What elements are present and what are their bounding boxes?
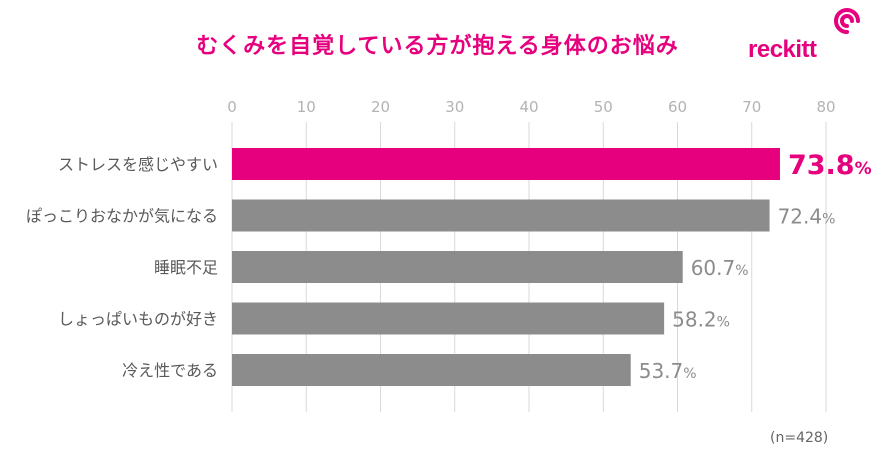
bar bbox=[232, 354, 631, 386]
bar bbox=[232, 148, 780, 180]
category-label: 冷え性である bbox=[122, 361, 218, 380]
bar bbox=[232, 199, 770, 232]
value-labels: 73.8% 72.4% 60.7% 58.2% 53.7% bbox=[639, 150, 872, 383]
x-tick-label: 50 bbox=[594, 98, 613, 116]
x-tick-label: 10 bbox=[297, 98, 316, 116]
x-tick-label: 20 bbox=[371, 98, 390, 116]
chart-title: むくみを自覚している方が抱える身体のお悩み bbox=[196, 34, 679, 59]
value-label: 53.7% bbox=[639, 359, 697, 383]
category-labels: ストレスを感じやすいぽっこりおなかが気になる睡眠不足しょっぱいものが好き冷え性で… bbox=[26, 155, 218, 380]
category-label: しょっぱいものが好き bbox=[58, 310, 218, 329]
value-label: 58.2% bbox=[672, 308, 730, 332]
category-label: ぽっこりおなかが気になる bbox=[26, 207, 218, 226]
x-tick-label: 0 bbox=[227, 98, 237, 116]
x-tick-label: 80 bbox=[816, 98, 835, 116]
value-label: 60.7% bbox=[691, 256, 749, 280]
bars bbox=[232, 148, 780, 386]
category-label: ストレスを感じやすい bbox=[58, 155, 218, 174]
category-label: 睡眠不足 bbox=[154, 258, 218, 277]
x-tick-label: 60 bbox=[668, 98, 687, 116]
value-label: 73.8% bbox=[788, 150, 872, 181]
x-tick-label: 30 bbox=[445, 98, 464, 116]
sample-size-note: (n=428) bbox=[770, 430, 829, 446]
value-label: 72.4% bbox=[778, 205, 836, 229]
swirl-logo-icon bbox=[834, 8, 860, 34]
x-tick-label: 40 bbox=[519, 98, 538, 116]
bar bbox=[232, 302, 665, 335]
reckitt-logo: reckitt bbox=[748, 6, 863, 66]
bar bbox=[232, 251, 683, 283]
brand-name: reckitt bbox=[748, 36, 817, 63]
x-axis-ticks: 0 10 20 30 40 50 60 70 80 bbox=[227, 98, 835, 116]
x-tick-label: 70 bbox=[742, 98, 761, 116]
